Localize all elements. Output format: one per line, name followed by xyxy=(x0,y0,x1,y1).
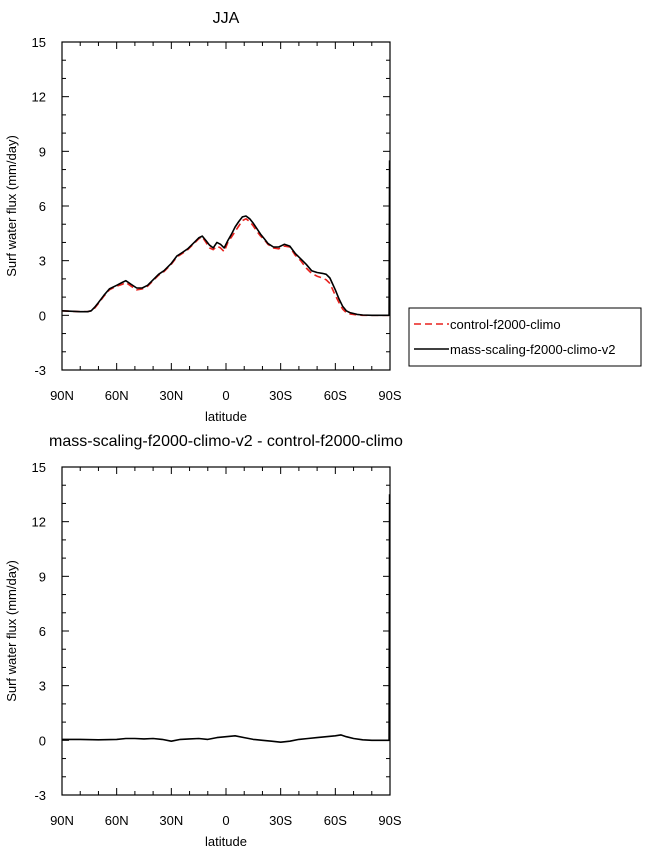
bottom-y-tick-label: 12 xyxy=(32,515,46,530)
bottom-y-tick-label: 0 xyxy=(39,733,46,748)
bottom-x-tick-label: 30N xyxy=(159,813,183,828)
top-x-tick-label: 60S xyxy=(324,388,347,403)
top-y-tick-label: -3 xyxy=(34,363,46,378)
bottom-y-tick-label: 3 xyxy=(39,679,46,694)
top-series-line-mass-scaling-f2000-climo-v2 xyxy=(61,160,391,317)
legend-label-control: control-f2000-climo xyxy=(450,317,561,332)
bottom-plot-frame xyxy=(61,466,391,796)
bottom-y-tick-label: -3 xyxy=(34,788,46,803)
bottom-y-tick-label: 6 xyxy=(39,624,46,639)
bottom-y-axis-label: Surf water flux (mm/day) xyxy=(4,560,19,702)
top-chart-title: JJA xyxy=(213,10,240,27)
top-panel: JJA Surf water flux (mm/day) latitude 90… xyxy=(4,10,402,424)
top-x-tick-label: 90N xyxy=(50,388,74,403)
top-plot-frame xyxy=(61,41,391,371)
top-series-lines xyxy=(61,160,391,317)
top-x-tick-label: 0 xyxy=(222,388,229,403)
bottom-x-tick-label: 60S xyxy=(324,813,347,828)
bottom-x-tick-label: 30S xyxy=(269,813,292,828)
top-y-tick-label: 9 xyxy=(39,144,46,159)
top-x-tick-label: 30S xyxy=(269,388,292,403)
top-x-axis-label: latitude xyxy=(205,409,247,424)
bottom-series-lines xyxy=(62,494,391,744)
legend: control-f2000-climo mass-scaling-f2000-c… xyxy=(408,307,642,367)
bottom-y-tick-label: 9 xyxy=(39,569,46,584)
bottom-series-line-difference xyxy=(62,494,391,744)
bottom-chart-title: mass-scaling-f2000-climo-v2 - control-f2… xyxy=(49,433,403,450)
bottom-x-tick-label: 90S xyxy=(378,813,401,828)
bottom-panel: mass-scaling-f2000-climo-v2 - control-f2… xyxy=(4,433,403,849)
bottom-y-tick-label: 15 xyxy=(32,460,46,475)
top-y-tick-label: 0 xyxy=(39,308,46,323)
legend-box xyxy=(408,307,642,367)
top-y-tick-label: 6 xyxy=(39,199,46,214)
top-y-axis-label: Surf water flux (mm/day) xyxy=(4,135,19,277)
top-y-tick-label: 12 xyxy=(32,90,46,105)
top-x-tick-label: 90S xyxy=(378,388,401,403)
top-y-tick-label: 15 xyxy=(32,35,46,50)
top-x-tick-label: 30N xyxy=(159,388,183,403)
legend-label-mass-scaling: mass-scaling-f2000-climo-v2 xyxy=(450,342,615,357)
top-x-tick-label: 60N xyxy=(105,388,129,403)
bottom-x-tick-label: 0 xyxy=(222,813,229,828)
top-series-line-control-f2000-climo xyxy=(61,218,390,317)
bottom-x-tick-label: 60N xyxy=(105,813,129,828)
top-y-tick-label: 3 xyxy=(39,254,46,269)
bottom-axes: 90N 60N 30N 0 30S 60S 90S -3 0 3 6 9 12 15 xyxy=(32,460,402,828)
bottom-x-tick-label: 90N xyxy=(50,813,74,828)
top-axes: 90N 60N 30N 0 30S 60S 90S -3 0 3 6 9 12 15 xyxy=(32,35,402,403)
bottom-x-axis-label: latitude xyxy=(205,834,247,849)
